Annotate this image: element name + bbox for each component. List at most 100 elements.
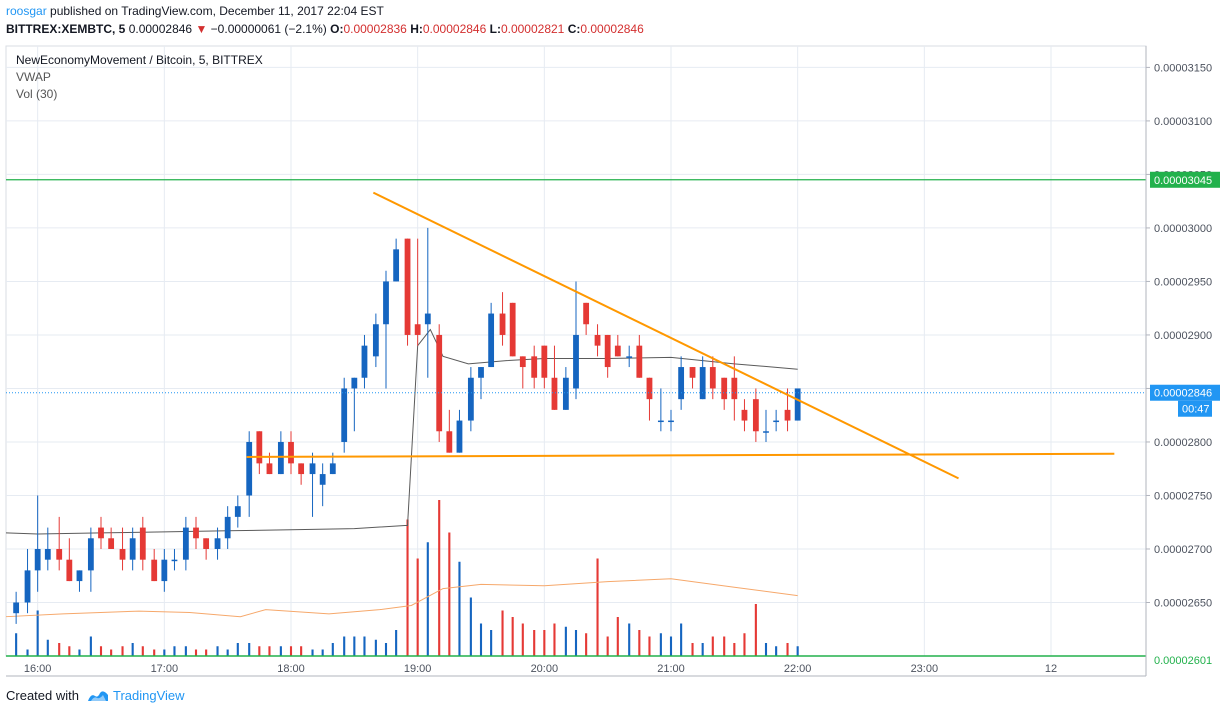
volume-bar: [374, 639, 377, 656]
volume-bar: [796, 646, 799, 656]
candle-body: [256, 431, 263, 464]
price-tick-label: 0.00003100: [1154, 116, 1212, 128]
candle-body: [784, 409, 791, 421]
volume-bar: [110, 649, 113, 656]
volume-bar: [669, 636, 673, 656]
axes[interactable]: 0.000031500.000031000.000030500.00003000…: [6, 46, 1220, 677]
down-arrow-icon: ▼: [195, 22, 208, 36]
volume-bar: [479, 623, 483, 656]
volume-bar: [363, 636, 366, 656]
candle-body: [277, 441, 284, 475]
candle-body: [203, 538, 210, 549]
volume-bar: [616, 617, 619, 656]
candle-body: [731, 377, 738, 400]
tradingview-brand-link[interactable]: TradingView: [112, 688, 185, 703]
volume-bar: [184, 646, 187, 656]
volume-bar: [775, 646, 778, 656]
legend-volume[interactable]: Vol (30): [16, 87, 58, 101]
candle-body: [456, 420, 463, 453]
volume-bar: [300, 646, 303, 656]
volume-bar: [194, 649, 198, 656]
volume-bar: [426, 542, 429, 656]
volume-bar: [216, 646, 219, 656]
volume-bar: [786, 643, 789, 656]
volume-bar: [99, 646, 103, 656]
candle-body: [193, 527, 199, 539]
volume-bar: [343, 636, 346, 656]
change-value: −0.00000061 (−2.1%): [210, 22, 327, 36]
last-price-value: 0.00002846: [128, 22, 193, 36]
legend-vwap[interactable]: VWAP: [16, 70, 51, 84]
volume-bar: [680, 623, 683, 656]
volume-bar: [279, 646, 282, 656]
volume-bar: [743, 633, 746, 656]
candle-body: [531, 356, 538, 378]
candle-body: [709, 367, 716, 389]
candle-body: [626, 356, 633, 358]
candle-body: [794, 388, 801, 421]
candle-body: [182, 527, 189, 560]
candle-body: [446, 431, 453, 453]
candle-body: [139, 527, 146, 560]
resistance-badge: [1150, 171, 1220, 188]
volume-bar: [628, 623, 631, 656]
volume-bar: [289, 646, 293, 656]
candle-body: [119, 548, 126, 560]
candle-body: [668, 420, 674, 423]
candle-body: [678, 367, 685, 400]
candle-body: [44, 548, 51, 560]
drawings[interactable]: [6, 179, 1146, 657]
volume-bar: [321, 649, 324, 656]
volume-bar: [153, 649, 156, 656]
low-label: L:: [489, 22, 501, 36]
candle-body: [214, 538, 221, 549]
candle-body: [519, 356, 526, 368]
last-price-badge-label: 0.00002846: [1154, 388, 1212, 400]
candle-body: [573, 334, 579, 389]
countdown-label: 00:47: [1182, 404, 1210, 416]
candle-body: [614, 345, 621, 357]
candle-body: [657, 420, 664, 423]
volume-bar: [384, 643, 388, 656]
volume-bar: [163, 649, 166, 656]
candle-body: [66, 559, 73, 582]
candle-body: [551, 377, 558, 410]
legend-title[interactable]: NewEconomyMovement / Bitcoin, 5, BITTREX: [16, 53, 263, 67]
candle-body: [98, 527, 104, 539]
volume-bar: [490, 630, 493, 656]
candle-body: [87, 538, 94, 571]
low-value: 0.00002821: [500, 22, 565, 36]
candle-body: [393, 249, 400, 282]
volume-bar: [754, 604, 757, 656]
candle-body: [56, 548, 63, 560]
publisher-username[interactable]: roosgar: [6, 4, 47, 18]
candle-body: [224, 516, 231, 539]
open-value: 0.00002836: [343, 22, 407, 36]
volume-bar: [36, 610, 39, 656]
time-tick-label: 22:00: [784, 663, 812, 675]
publisher-line: roosgar published on TradingView.com, De…: [6, 4, 384, 18]
high-label: H:: [410, 22, 423, 36]
close-label: C:: [567, 22, 581, 36]
candle-body: [763, 431, 769, 433]
candle-body: [646, 377, 653, 400]
volume-bar: [173, 646, 176, 656]
volume-bar: [553, 623, 556, 656]
candle-body: [76, 570, 83, 582]
volume-bar: [543, 630, 546, 656]
price-tick-label: 0.00002650: [1154, 597, 1212, 609]
time-tick-label: 17:00: [151, 663, 179, 675]
candlesticks[interactable]: [13, 227, 801, 624]
volume-bar: [659, 633, 662, 656]
time-tick-label: 20:00: [531, 663, 559, 675]
published-text: published on TradingView.com, December 1…: [50, 4, 384, 18]
candle-body: [436, 334, 443, 432]
close-value: 0.00002846: [580, 22, 644, 36]
time-tick-label: 23:00: [911, 663, 939, 675]
volume-bars: [15, 500, 799, 656]
volume-bar: [141, 646, 144, 656]
volume-bar: [205, 649, 208, 656]
price-tick-label: 0.00003000: [1154, 223, 1212, 235]
time-tick-label: 18:00: [277, 663, 305, 675]
